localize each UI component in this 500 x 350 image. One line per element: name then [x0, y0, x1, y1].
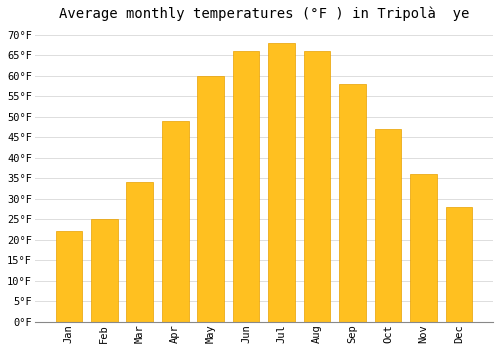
Bar	[162, 121, 188, 322]
Bar	[233, 51, 260, 322]
Bar	[198, 76, 224, 322]
Bar	[126, 182, 153, 322]
Bar	[304, 51, 330, 322]
Bar	[410, 174, 437, 322]
Bar	[339, 84, 366, 322]
Bar	[56, 231, 82, 322]
Bar	[374, 129, 402, 322]
Title: Average monthly temperatures (°F ) in Tripolà  ye: Average monthly temperatures (°F ) in Tr…	[58, 7, 469, 21]
Bar	[446, 207, 472, 322]
Bar	[268, 43, 295, 322]
Bar	[91, 219, 118, 322]
